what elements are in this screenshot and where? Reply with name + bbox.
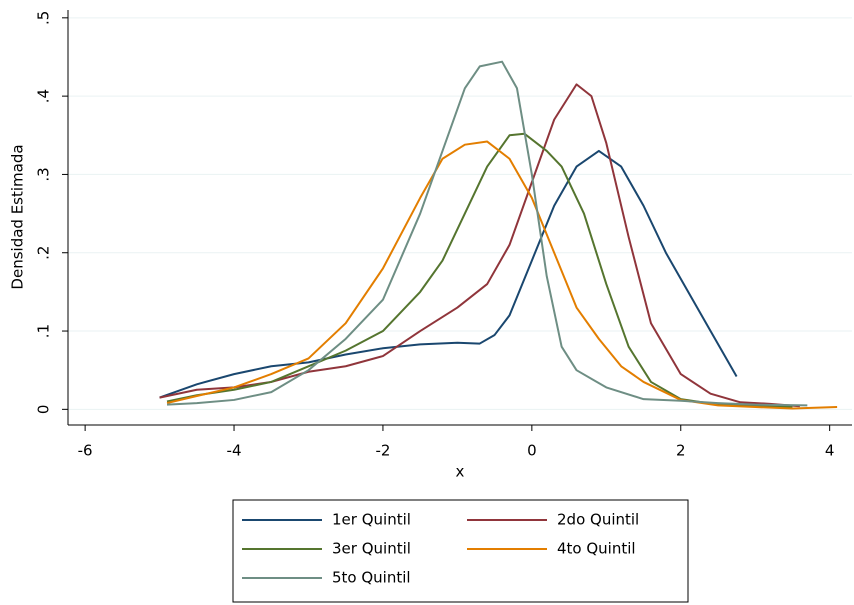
line-series [166,60,808,407]
y-tick-label: .4 [35,89,53,103]
legend-label: 5to Quintil [332,569,411,587]
x-axis-label: x [456,463,465,481]
line-series [166,132,793,408]
legend-box [232,499,689,603]
x-tick-label: 2 [676,442,686,460]
x-tick-label: -2 [375,442,390,460]
x-tick-label: 0 [527,442,537,460]
y-tick-label: .5 [35,11,53,25]
legend-label: 4to Quintil [557,540,636,558]
y-tick-label: 0 [35,405,53,415]
line-series [166,140,838,410]
y-tick-label: .1 [35,324,53,338]
y-tick-label: .3 [35,167,53,181]
legend-label: 3er Quintil [332,540,411,558]
y-tick-label: .2 [35,246,53,260]
line-series [159,149,738,399]
x-tick-label: -6 [78,442,93,460]
x-tick-label: -4 [227,442,242,460]
legend-label: 2do Quintil [557,511,639,529]
y-axis-label: Densidad Estimada [9,144,27,289]
line-series [159,83,800,408]
legend-label: 1er Quintil [332,511,411,529]
x-tick-label: 4 [825,442,835,460]
